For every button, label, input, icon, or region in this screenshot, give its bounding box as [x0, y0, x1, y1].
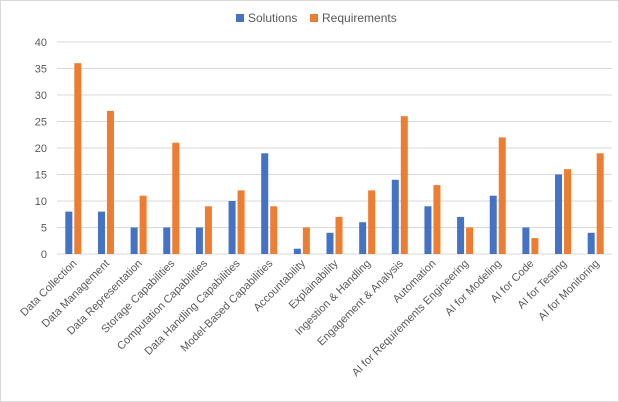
bar-requirements-4 [172, 142, 180, 254]
bar-solutions-15 [522, 227, 530, 254]
bar-requirements-17 [596, 153, 604, 254]
gridlines [57, 41, 612, 255]
bar-requirements-10 [368, 190, 376, 254]
y-tick-label: 30 [35, 90, 47, 102]
legend: Solutions Requirements [236, 11, 397, 25]
bar-solutions-10 [359, 222, 367, 254]
y-tick-label: 40 [35, 37, 47, 49]
bar-requirements-3 [139, 195, 147, 254]
bar-solutions-17 [587, 232, 595, 254]
y-tick-label: 35 [35, 64, 47, 76]
legend-label-solutions: Solutions [248, 11, 297, 25]
bar-solutions-4 [163, 227, 171, 254]
y-tick-label: 5 [41, 223, 47, 235]
bar-requirements-2 [106, 110, 114, 255]
y-tick-label: 0 [41, 249, 47, 261]
bar-solutions-5 [195, 227, 203, 254]
y-tick-label: 10 [35, 196, 47, 208]
legend-label-requirements: Requirements [322, 11, 397, 25]
y-tick-label: 15 [35, 170, 47, 182]
bar-solutions-16 [555, 174, 563, 254]
bar-solutions-11 [391, 179, 399, 254]
bar-requirements-12 [433, 185, 441, 254]
y-tick-label: 20 [35, 143, 47, 155]
bar-requirements-15 [531, 238, 539, 254]
bar-requirements-11 [400, 116, 408, 254]
y-axis-ticks: 0 5 10 15 20 25 30 35 40 [35, 37, 47, 261]
bar-solutions-1 [65, 211, 73, 254]
bar-solutions-2 [97, 211, 105, 254]
bar-solutions-6 [228, 201, 236, 254]
bar-solutions-14 [489, 195, 497, 254]
bars [65, 63, 604, 255]
legend-swatch-requirements [310, 14, 318, 22]
bar-requirements-13 [466, 227, 474, 254]
bar-requirements-5 [204, 206, 212, 254]
bar-requirements-16 [564, 169, 572, 254]
y-tick-label: 25 [35, 117, 47, 129]
bar-solutions-9 [326, 232, 334, 254]
bar-requirements-6 [237, 190, 245, 254]
bar-requirements-1 [74, 63, 82, 255]
bar-solutions-8 [293, 248, 301, 254]
bar-requirements-7 [270, 206, 278, 254]
bar-solutions-3 [130, 227, 138, 254]
bar-requirements-8 [302, 227, 310, 254]
bar-requirements-14 [498, 137, 506, 254]
legend-swatch-solutions [236, 14, 244, 22]
bar-solutions-13 [457, 216, 465, 254]
bar-solutions-12 [424, 206, 432, 254]
bar-requirements-9 [335, 216, 343, 254]
bar-solutions-7 [261, 153, 269, 254]
